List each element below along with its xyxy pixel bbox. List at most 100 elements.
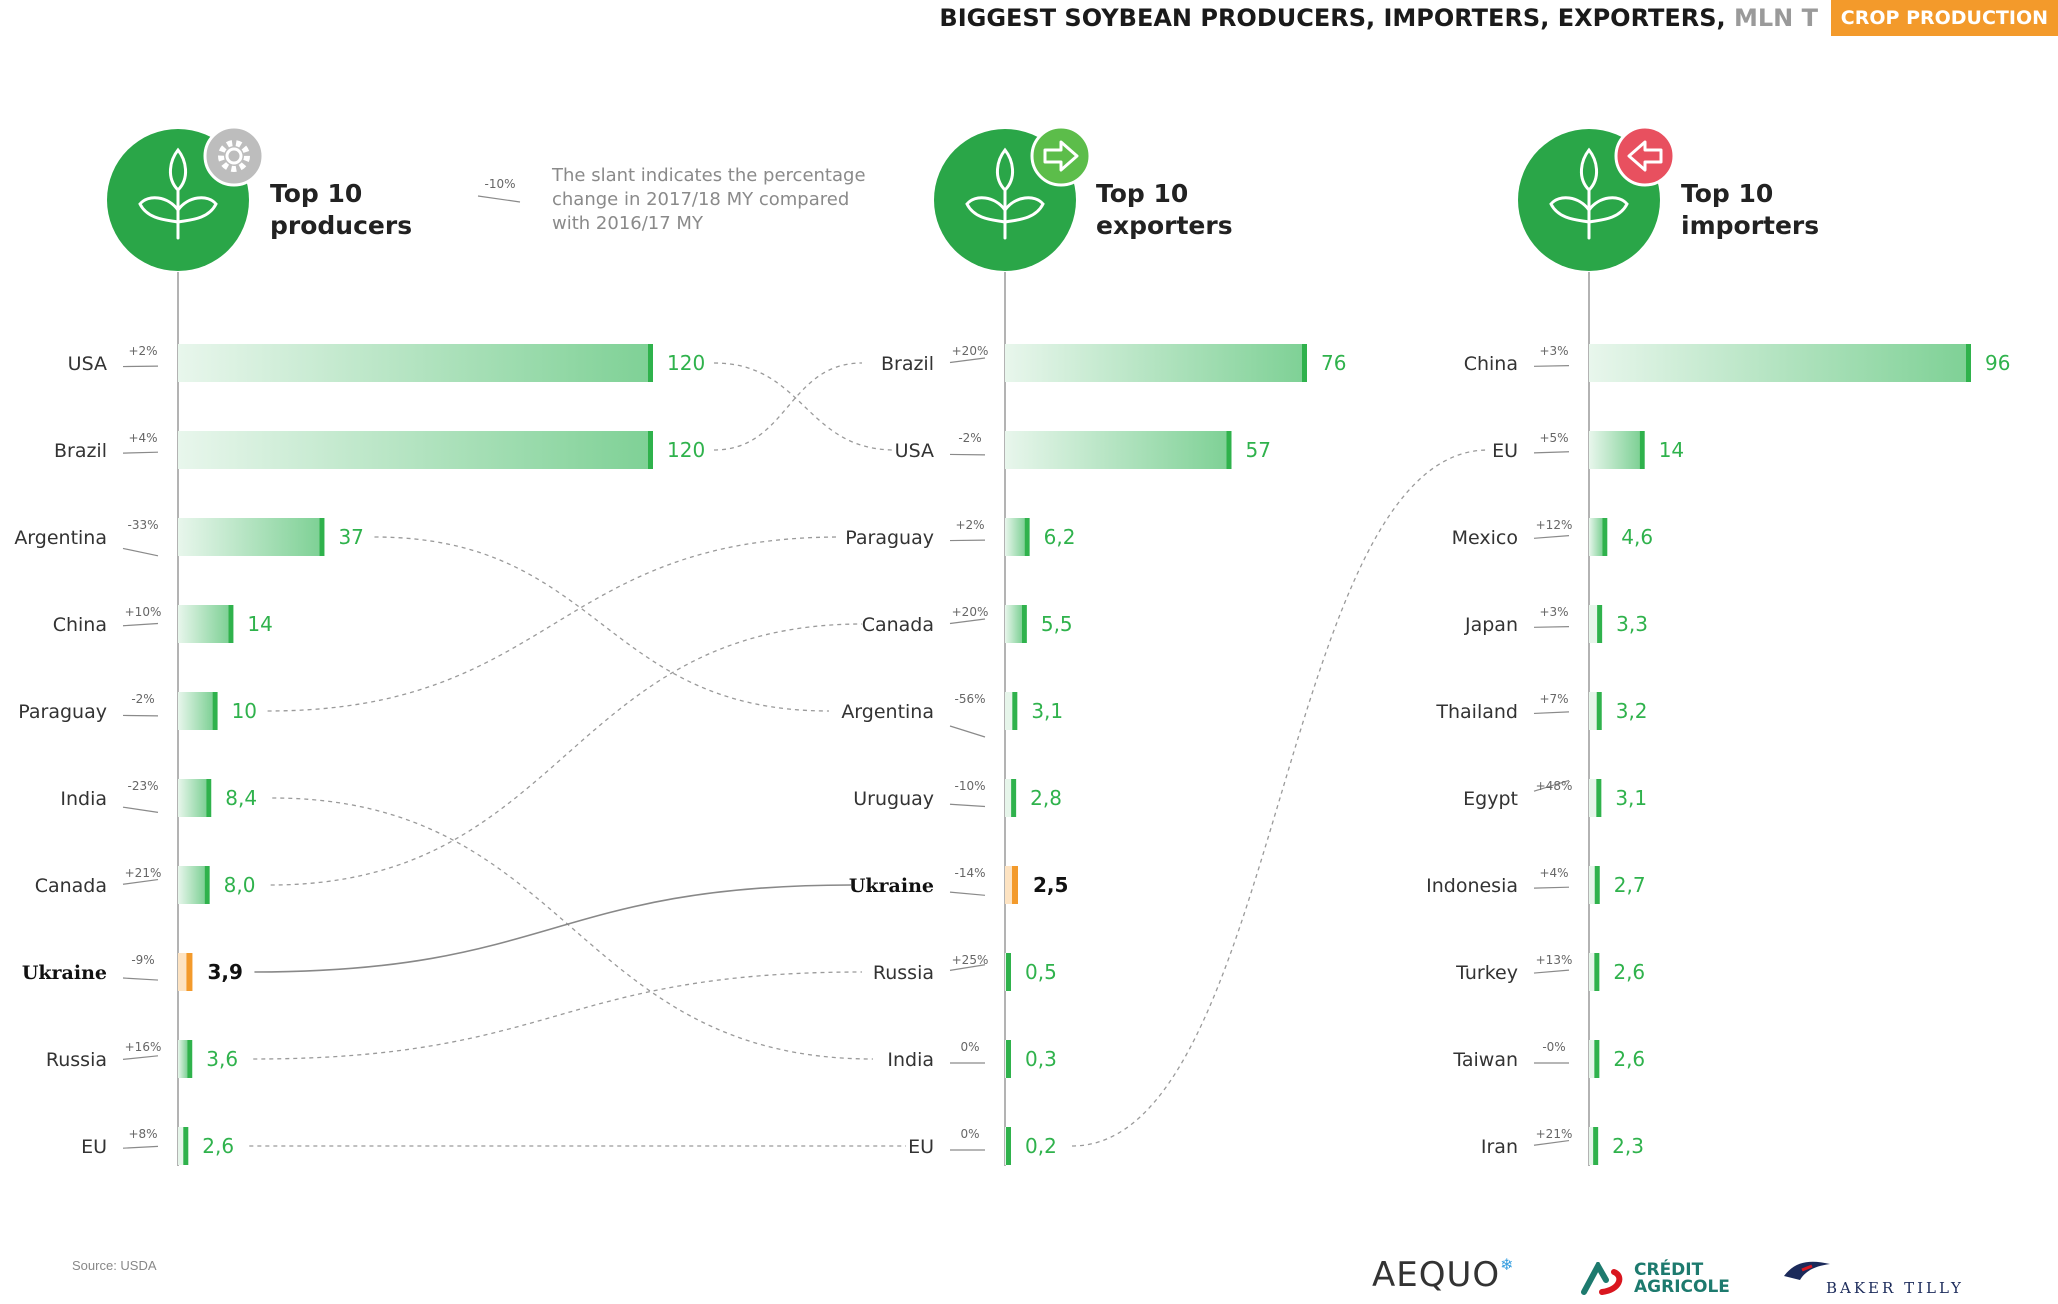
value-label: 76 [1321, 351, 1346, 375]
bar-cap [1006, 1040, 1011, 1078]
value-label: 2,3 [1612, 1134, 1644, 1158]
value-label: 0,2 [1025, 1134, 1057, 1158]
category-label: EU [908, 1136, 934, 1158]
bar-cap [1593, 1127, 1599, 1165]
badge-circle [1030, 125, 1092, 187]
value-label: 4,6 [1621, 525, 1653, 549]
bar-fill [1589, 344, 1966, 382]
bar-fill [1589, 1040, 1600, 1078]
category-label: USA [68, 353, 107, 375]
bar-cap [1302, 344, 1307, 382]
value-label: 2,5 [1033, 873, 1068, 897]
change-slant [1533, 365, 1570, 367]
category-label: EU [81, 1136, 107, 1158]
bar-fill [1005, 866, 1014, 904]
value-label: 6,2 [1044, 525, 1076, 549]
value-label: 57 [1246, 438, 1271, 462]
change-label: -0% [1542, 1040, 1565, 1054]
value-label: 120 [667, 351, 705, 375]
bar-cap [1021, 605, 1027, 643]
change-label: +4% [1539, 866, 1568, 880]
bar-cap [1966, 344, 1971, 382]
sprout-icon [1549, 147, 1629, 240]
change-slant [949, 803, 986, 808]
arrow-right-icon [1043, 140, 1079, 172]
bar-cap [183, 1127, 189, 1165]
connector-line-eu-import [1071, 449, 1489, 1147]
bar-row-ukraine: Ukraine -9% 3,9 [22, 953, 243, 991]
badge-circle [203, 125, 265, 187]
value-label: 3,2 [1616, 699, 1648, 723]
category-label: Japan [1464, 614, 1518, 636]
category-label: Uruguay [853, 788, 934, 810]
category-label: Canada [862, 614, 934, 636]
bar-row-brazil: Brazil +4% 120 [54, 431, 705, 469]
legend-slant [477, 195, 521, 203]
category-label: Brazil [881, 353, 934, 375]
bar-fill [178, 605, 229, 643]
change-slant [122, 977, 159, 981]
value-label: 14 [1659, 438, 1684, 462]
change-slant [1533, 969, 1570, 974]
bar-fill [178, 692, 213, 730]
category-label: Argentina [841, 701, 934, 723]
change-slant [1533, 711, 1570, 715]
change-label: +25% [952, 953, 989, 967]
category-label: Ukraine [849, 875, 934, 897]
category-label: Mexico [1452, 527, 1518, 549]
change-label: +2% [955, 518, 984, 532]
bar-cap [1012, 692, 1018, 730]
change-label: +3% [1539, 344, 1568, 358]
value-label: 2,7 [1614, 873, 1646, 897]
baker-tilly-logo: BAKER TILLY [1826, 1279, 1964, 1297]
bar-cap [1596, 692, 1602, 730]
category-label: Turkey [1455, 962, 1518, 984]
bar-row-iran: Iran +21% 2,3 [1481, 1127, 1644, 1165]
change-label: +21% [125, 866, 162, 880]
sprout-left-leaf [1549, 196, 1591, 224]
panel-title-line1: Top 10 [1096, 179, 1188, 208]
category-label: Indonesia [1426, 875, 1518, 897]
bar-cap [1024, 518, 1030, 556]
category-label: USA [895, 440, 934, 462]
value-label: 0,5 [1025, 960, 1057, 984]
category-label: Taiwan [1452, 1049, 1518, 1071]
arrow-left-icon [1627, 140, 1663, 172]
change-label: +12% [1536, 518, 1573, 532]
bar-row-india: India 0% 0,3 [887, 1040, 1057, 1078]
change-label: +4% [128, 431, 157, 445]
legend-sample: -10% [477, 177, 521, 203]
bar-fill [178, 518, 320, 556]
bar-cap [648, 431, 653, 469]
change-slant [949, 618, 986, 625]
bar-row-taiwan: Taiwan -0% 2,6 [1452, 1040, 1645, 1078]
category-label: China [1464, 353, 1518, 375]
panel-importers: Top 10 importers China +3% 96 EU +5% 14 Mexico +1… [1426, 125, 2010, 1166]
change-slant [122, 878, 159, 885]
bar-row-eu: EU +5% 14 [1492, 431, 1684, 469]
change-slant [1533, 886, 1570, 889]
bar-fill [178, 953, 189, 991]
change-label: +13% [1536, 953, 1573, 967]
category-label: Russia [873, 962, 934, 984]
bar-fill [1005, 431, 1227, 469]
connector-line-ukraine [254, 884, 852, 973]
panel-title-line1: Top 10 [1681, 179, 1773, 208]
category-label: Argentina [14, 527, 107, 549]
bar-fill [1005, 779, 1017, 817]
bar-cap [1006, 953, 1011, 991]
title-text: BIGGEST SOYBEAN PRODUCERS, IMPORTERS, EX… [939, 4, 1726, 32]
bar-row-usa: USA +2% 120 [68, 344, 705, 382]
change-label: -2% [958, 431, 981, 445]
bar-row-russia: Russia +25% 0,5 [873, 953, 1057, 991]
panel-title-line1: Top 10 [270, 179, 362, 208]
category-label: India [887, 1049, 934, 1071]
change-label: -9% [131, 953, 154, 967]
change-label: +20% [952, 605, 989, 619]
connector-line-brazil [713, 362, 863, 451]
change-label: +3% [1539, 605, 1568, 619]
change-slant [1533, 626, 1570, 628]
change-slant [1533, 779, 1570, 792]
bar-cap [1597, 605, 1603, 643]
change-label: +8% [128, 1127, 157, 1141]
